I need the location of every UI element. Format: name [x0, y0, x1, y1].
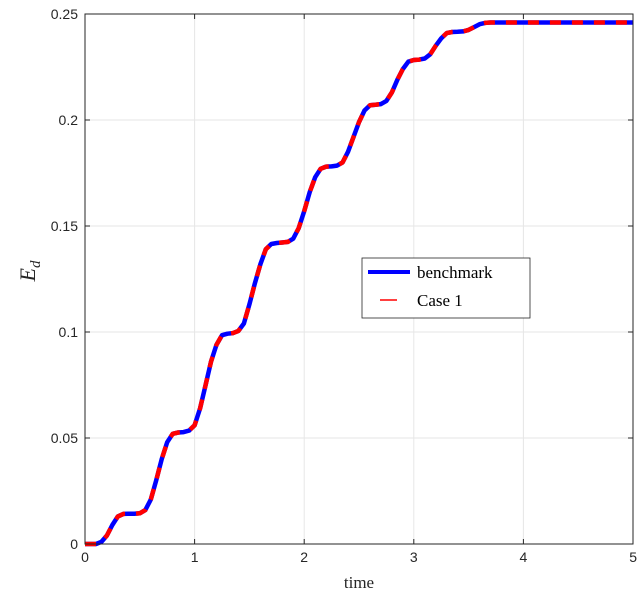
x-tick-label: 0	[81, 549, 89, 565]
y-axis-label-base: E	[15, 267, 40, 282]
axis-ticks: 0 1 2 3 4 5 0 0.05 0.1 0.15 0.2 0.25	[51, 6, 637, 565]
legend-label-benchmark: benchmark	[417, 263, 493, 282]
y-axis-label: Ed	[15, 260, 44, 282]
x-tick-label: 2	[300, 549, 308, 565]
x-tick-label: 3	[410, 549, 418, 565]
legend-label-case-1: Case 1	[417, 291, 463, 310]
y-tick-label: 0.25	[51, 6, 78, 22]
x-tick-label: 5	[629, 549, 637, 565]
plot-area	[85, 14, 633, 544]
series-layer	[85, 20, 633, 547]
y-tick-label: 0	[70, 536, 78, 552]
y-tick-label: 0.1	[59, 324, 79, 340]
legend-box	[361, 257, 531, 319]
x-tick-label: 4	[520, 549, 528, 565]
y-axis-label-subscript: d	[28, 260, 44, 268]
y-tick-label: 0.2	[59, 112, 79, 128]
x-axis-label: time	[344, 573, 374, 592]
y-tick-label: 0.15	[51, 218, 78, 234]
series-line-case-1	[85, 20, 633, 547]
legend: benchmark Case 1	[361, 257, 531, 319]
plot-frame	[84, 13, 634, 545]
x-tick-label: 1	[191, 549, 199, 565]
y-tick-label: 0.05	[51, 430, 78, 446]
